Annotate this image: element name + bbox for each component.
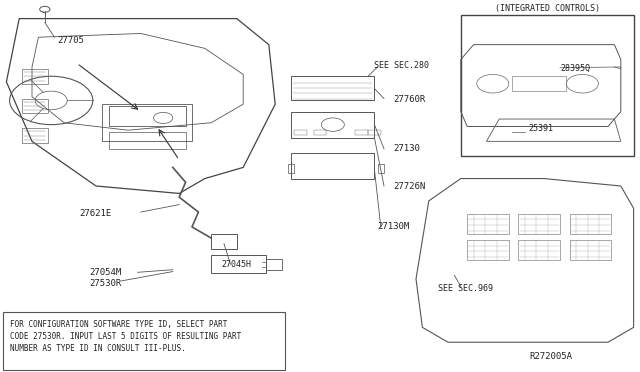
Text: R272005A: R272005A	[530, 352, 573, 361]
Text: 25391: 25391	[528, 124, 553, 133]
Bar	[512, 76, 566, 91]
Text: 27705: 27705	[58, 36, 84, 45]
Bar	[211, 255, 266, 273]
Text: 28395Q: 28395Q	[560, 64, 590, 73]
Bar	[355, 130, 368, 135]
Text: 27726N: 27726N	[394, 182, 426, 190]
Bar	[570, 214, 611, 234]
Bar	[109, 106, 186, 126]
Bar	[294, 130, 307, 135]
Bar	[266, 259, 282, 270]
Bar	[288, 164, 294, 173]
Bar	[3, 312, 285, 370]
Bar	[291, 112, 374, 138]
Bar	[291, 153, 374, 179]
Bar	[368, 130, 381, 135]
Bar	[378, 164, 384, 173]
Text: 27130: 27130	[394, 144, 420, 153]
Bar	[22, 69, 48, 84]
Text: SEE SEC.969: SEE SEC.969	[438, 284, 493, 293]
Bar	[109, 132, 186, 149]
Bar	[467, 214, 509, 234]
Text: 27760R: 27760R	[394, 95, 426, 104]
Bar	[211, 234, 237, 249]
Bar	[570, 240, 611, 260]
Text: 27045H: 27045H	[222, 260, 252, 269]
Bar	[314, 130, 326, 135]
Bar	[291, 76, 374, 100]
Text: (INTEGRATED CONTROLS): (INTEGRATED CONTROLS)	[495, 4, 600, 13]
Text: SEE SEC.280: SEE SEC.280	[374, 61, 429, 70]
Bar	[467, 240, 509, 260]
Text: 27621E: 27621E	[80, 209, 112, 218]
Bar	[22, 99, 48, 113]
Bar	[22, 128, 48, 143]
Bar	[461, 15, 634, 156]
Text: 27530R: 27530R	[90, 279, 122, 288]
Text: 27054M: 27054M	[90, 268, 122, 277]
Text: FOR CONFIGURATION SOFTWARE TYPE ID, SELECT PART
CODE 27530R. INPUT LAST 5 DIGITS: FOR CONFIGURATION SOFTWARE TYPE ID, SELE…	[10, 320, 241, 353]
Bar	[518, 240, 560, 260]
Text: 27130M: 27130M	[378, 222, 410, 231]
Bar	[518, 214, 560, 234]
